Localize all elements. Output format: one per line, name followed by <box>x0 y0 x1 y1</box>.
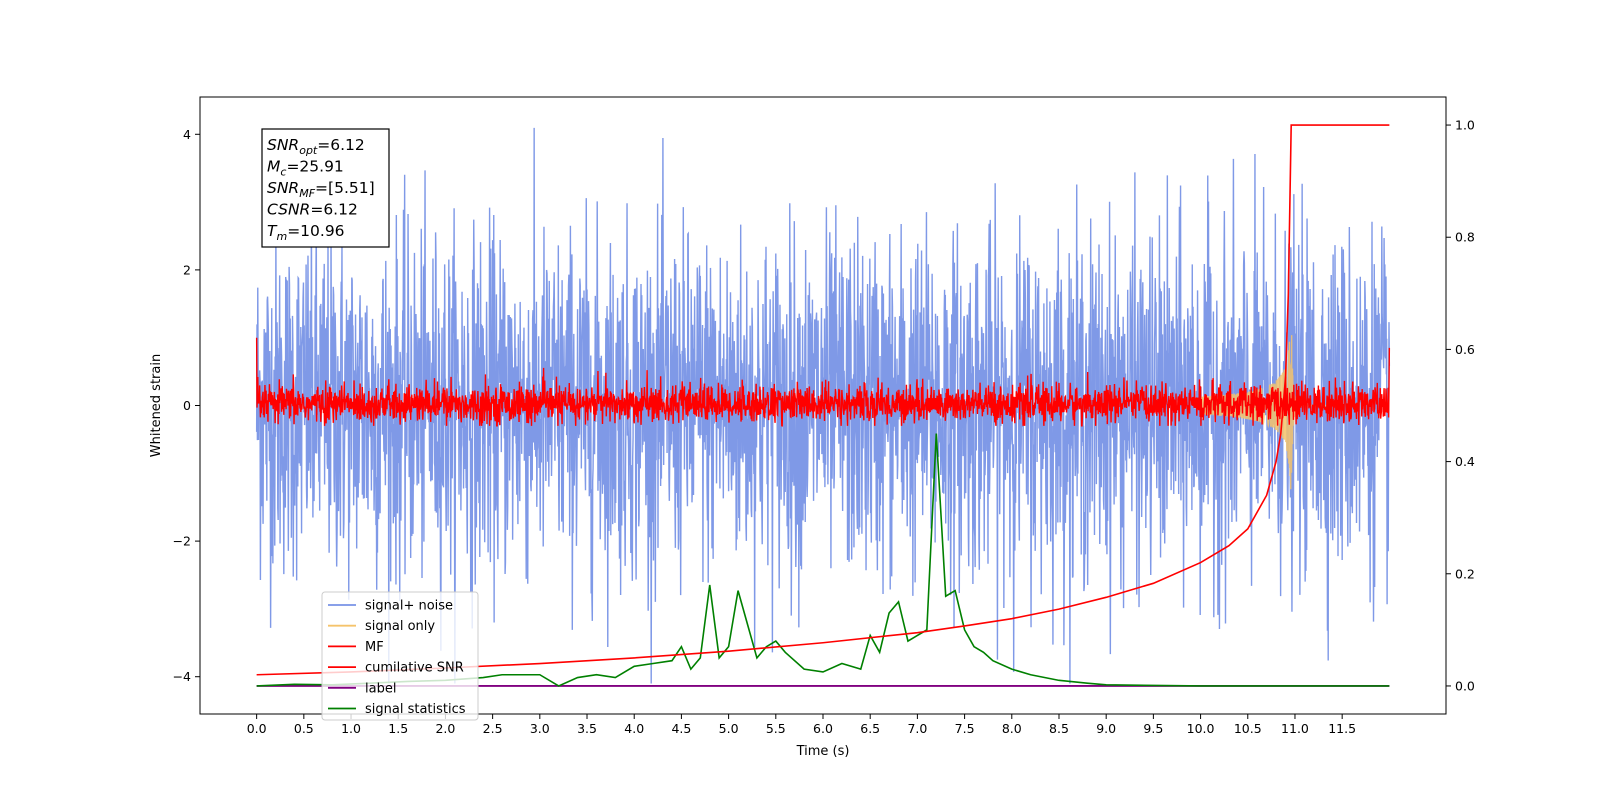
x-tick-label: 4.5 <box>671 721 691 736</box>
legend-entry: cumilative SNR <box>365 661 464 676</box>
x-tick-label: 6.0 <box>813 721 833 736</box>
y2-tick-label: 0.6 <box>1455 342 1475 357</box>
legend: signal+ noise signal only MF cumilative SNR… <box>321 591 479 721</box>
y2-tick-label: 0.4 <box>1455 454 1475 469</box>
annotation-box: SNRopt=6.12Mc=25.91SNRMF=[5.51]CSNR=6.12… <box>261 128 390 248</box>
y-tick-label: 4 <box>183 127 191 142</box>
y2-tick-label: 0.2 <box>1455 566 1475 581</box>
x-tick-label: 9.0 <box>1096 721 1116 736</box>
x-tick-label: 11.5 <box>1328 721 1356 736</box>
annotation-line: SNRopt=6.12 <box>267 136 365 157</box>
legend-entry: signal+ noise <box>365 599 453 614</box>
x-tick-label: 10.0 <box>1187 721 1215 736</box>
x-tick-label: 3.0 <box>530 721 550 736</box>
x-tick-label: 1.0 <box>341 721 361 736</box>
annotation-line: SNRMF=[5.51] <box>267 179 375 200</box>
x-tick-label: 3.5 <box>577 721 597 736</box>
x-tick-label: 5.5 <box>766 721 786 736</box>
x-axis-label: Time (s) <box>796 744 850 759</box>
x-tick-label: 9.5 <box>1143 721 1163 736</box>
x-tick-label: 0.5 <box>294 721 314 736</box>
chart-axes: 0.0 0.5 1.0 1.5 2.0 2.5 3.0 3.5 4.0 4.5 5.0 5.5 6.0 6… <box>149 96 1475 759</box>
x-tick-label: 6.5 <box>860 721 880 736</box>
y-tick-label: −4 <box>173 669 191 684</box>
x-tick-label: 2.5 <box>483 721 503 736</box>
series-signal-statistics <box>256 433 1390 687</box>
series-mf <box>255 337 1391 427</box>
annotation-line: CSNR=6.12 <box>267 201 358 219</box>
x-tick-label: 4.0 <box>624 721 644 736</box>
y2-tick-label: 0.0 <box>1455 678 1475 693</box>
annotation-line: Tm=10.96 <box>267 222 345 243</box>
x-tick-label: 0.0 <box>247 721 267 736</box>
legend-entry: MF <box>365 640 384 655</box>
y-tick-label: 2 <box>183 262 191 277</box>
y2-tick-label: 1.0 <box>1455 118 1475 133</box>
x-tick-label: 11.0 <box>1281 721 1309 736</box>
series-cumulative-snr <box>256 124 1390 676</box>
x-tick-label: 5.0 <box>719 721 739 736</box>
annotation-frame <box>261 128 390 248</box>
legend-entry: signal only <box>365 619 435 634</box>
y-axis-label: Whitened strain <box>149 354 164 457</box>
x-tick-label: 8.0 <box>1002 721 1022 736</box>
y2-tick-label: 0.8 <box>1455 230 1475 245</box>
y-tick-label: −2 <box>173 534 191 549</box>
legend-frame <box>321 591 479 721</box>
annotation-line: Mc=25.91 <box>267 158 344 179</box>
x-tick-label: 1.5 <box>388 721 408 736</box>
x-tick-label: 7.0 <box>907 721 927 736</box>
y-tick-label: 0 <box>183 398 191 413</box>
x-tick-label: 7.5 <box>955 721 975 736</box>
x-tick-label: 8.5 <box>1049 721 1069 736</box>
x-tick-label: 2.0 <box>435 721 455 736</box>
legend-entry: signal statistics <box>365 702 466 717</box>
x-tick-label: 10.5 <box>1234 721 1262 736</box>
legend-entry: label <box>365 681 396 696</box>
